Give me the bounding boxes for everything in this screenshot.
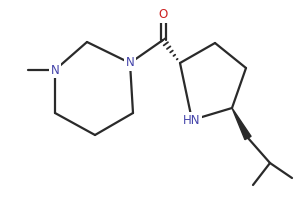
Text: N: N xyxy=(126,57,134,70)
Text: N: N xyxy=(51,63,59,76)
Polygon shape xyxy=(232,108,251,140)
Text: HN: HN xyxy=(183,113,201,126)
Text: O: O xyxy=(158,9,167,21)
